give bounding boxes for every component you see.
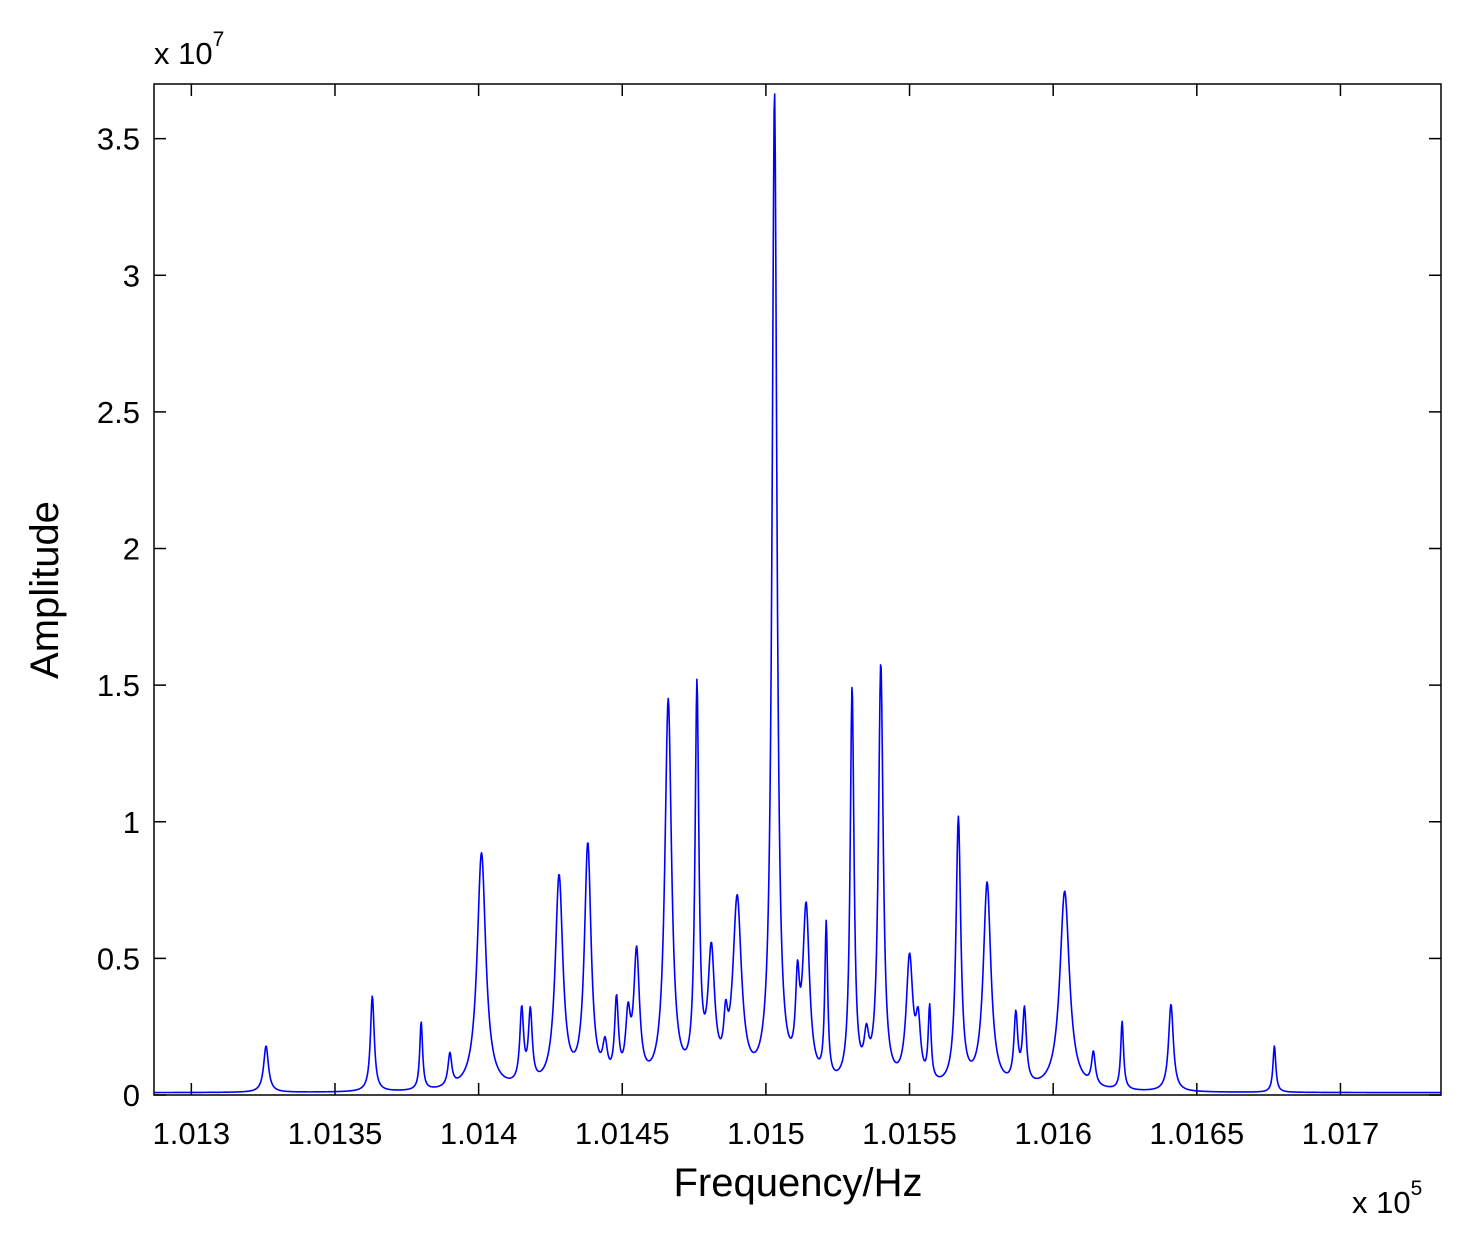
x-axis-label: Frequency/Hz xyxy=(674,1161,923,1205)
y-tick-label: 1.5 xyxy=(97,668,140,703)
y-ticks xyxy=(154,137,1441,1096)
y-axis-label: Amplitude xyxy=(23,501,67,679)
y-tick-label: 0.5 xyxy=(97,941,140,976)
x-tick-label: 1.013 xyxy=(153,1116,231,1151)
x-tick-label: 1.0155 xyxy=(862,1116,957,1151)
x-tick-label: 1.017 xyxy=(1302,1116,1380,1151)
x-tick-label: 1.0165 xyxy=(1149,1116,1244,1151)
x-tick-labels: 1.013 1.0135 1.014 1.0145 1.015 1.0155 1.016 1.… xyxy=(153,1116,1380,1151)
x-multiplier-base: x 10 xyxy=(1352,1185,1411,1220)
plot-frame xyxy=(153,83,1442,1096)
x-multiplier-label: x 105 xyxy=(1352,1177,1422,1220)
y-tick-label: 2.5 xyxy=(97,395,140,430)
x-tick-label: 1.016 xyxy=(1014,1116,1092,1151)
x-tick-label: 1.015 xyxy=(727,1116,805,1151)
y-multiplier-base: x 10 xyxy=(154,36,213,71)
x-tick-label: 1.014 xyxy=(440,1116,518,1151)
plot-area: 1.013 1.0135 1.014 1.0145 1.015 1.0155 1.016 1.… xyxy=(97,83,1442,1151)
x-multiplier-exponent: 5 xyxy=(1411,1177,1423,1200)
y-tick-label: 2 xyxy=(123,532,140,567)
x-ticks xyxy=(190,84,1342,1095)
y-multiplier-exponent: 7 xyxy=(213,28,225,51)
x-tick-label: 1.0145 xyxy=(575,1116,670,1151)
spectrum-line xyxy=(153,93,1442,1094)
x-tick-label: 1.0135 xyxy=(288,1116,383,1151)
y-tick-label: 1 xyxy=(123,805,140,840)
y-tick-label: 3 xyxy=(123,258,140,293)
y-multiplier-label: x 107 xyxy=(154,28,224,71)
y-tick-labels: 0 0.5 1 1.5 2 2.5 3 3.5 xyxy=(97,122,140,1113)
y-tick-label: 3.5 xyxy=(97,122,140,157)
y-tick-label: 0 xyxy=(123,1078,140,1113)
